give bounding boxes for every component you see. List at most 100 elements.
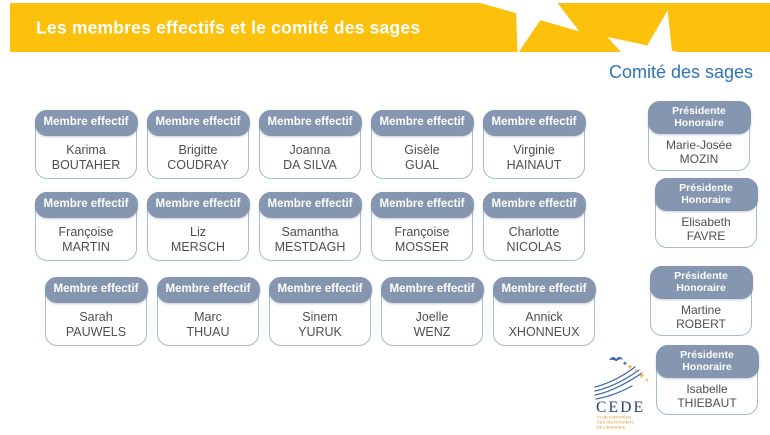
cede-logo: CEDE CLUB EUROPÉEN DES DIÉTÉTICIENS DE L… bbox=[592, 352, 656, 430]
member-badge: Membre effectif bbox=[258, 191, 362, 218]
member-badge: Membre effectif bbox=[492, 276, 596, 303]
comite-des-sages-heading: Comité des sages bbox=[608, 62, 754, 82]
member-last-name: DA SILVA bbox=[283, 158, 337, 172]
member-last-name: MARTIN bbox=[62, 240, 110, 254]
member-badge: Membre effectif bbox=[258, 109, 362, 136]
member-badge: Membre effectif bbox=[34, 109, 138, 136]
member-last-name: WENZ bbox=[413, 325, 451, 339]
member-name: Samantha MESTDAGH bbox=[260, 218, 360, 256]
member-first-name: Liz bbox=[190, 224, 206, 239]
comite-first-name: Isabelle bbox=[686, 381, 728, 396]
comite-badge-line1: Présidente bbox=[672, 104, 726, 117]
member-first-name: Annick bbox=[525, 309, 563, 324]
comite-badge: Présidente Honoraire bbox=[647, 100, 751, 134]
comite-badge-line1: Présidente bbox=[680, 348, 734, 361]
member-name: Françoise MOSSER bbox=[372, 218, 472, 256]
comite-badge-line2: Honoraire bbox=[682, 360, 732, 373]
member-last-name: COUDRAY bbox=[167, 158, 229, 172]
member-name: Joelle WENZ bbox=[382, 303, 482, 341]
member-card: Membre effectif Virginie HAINAUT bbox=[482, 109, 586, 179]
member-card: Membre effectif Samantha MESTDAGH bbox=[258, 191, 362, 261]
comite-last-name: ROBERT bbox=[676, 317, 726, 331]
member-last-name: MESTDAGH bbox=[274, 240, 346, 254]
member-badge: Membre effectif bbox=[482, 191, 586, 218]
member-card: Membre effectif Gisèle GUAL bbox=[370, 109, 474, 179]
comite-badge-line1: Présidente bbox=[674, 269, 728, 282]
comite-badge: Présidente Honoraire bbox=[655, 344, 759, 378]
member-card: Membre effectif Joanna DA SILVA bbox=[258, 109, 362, 179]
member-name: Annick XHONNEUX bbox=[494, 303, 594, 341]
member-card: Membre effectif Joelle WENZ bbox=[380, 276, 484, 346]
member-badge: Membre effectif bbox=[146, 109, 250, 136]
comite-name: Marie-Josée MOZIN bbox=[649, 134, 749, 167]
member-first-name: Joanna bbox=[289, 142, 331, 157]
member-card: Membre effectif Brigitte COUDRAY bbox=[146, 109, 250, 179]
star-icon bbox=[476, 3, 580, 52]
member-card: Membre effectif Charlotte NICOLAS bbox=[482, 191, 586, 261]
member-name: Marc THUAU bbox=[158, 303, 258, 341]
swoosh-lines bbox=[594, 366, 643, 400]
member-badge: Membre effectif bbox=[268, 276, 372, 303]
member-badge: Membre effectif bbox=[370, 109, 474, 136]
member-first-name: Samantha bbox=[281, 224, 339, 239]
member-badge: Membre effectif bbox=[380, 276, 484, 303]
member-card: Membre effectif Françoise MOSSER bbox=[370, 191, 474, 261]
member-badge: Membre effectif bbox=[370, 191, 474, 218]
member-name: Liz MERSCH bbox=[148, 218, 248, 256]
member-first-name: Françoise bbox=[58, 224, 114, 239]
member-card: Membre effectif Liz MERSCH bbox=[146, 191, 250, 261]
member-card: Membre effectif Karima BOUTAHER bbox=[34, 109, 138, 179]
member-name: Karima BOUTAHER bbox=[36, 136, 136, 174]
member-last-name: MOSSER bbox=[394, 240, 450, 254]
comite-badge-line2: Honoraire bbox=[681, 193, 731, 206]
member-last-name: NICOLAS bbox=[506, 240, 562, 254]
member-first-name: Joelle bbox=[415, 309, 449, 324]
member-name: Brigitte COUDRAY bbox=[148, 136, 248, 174]
comite-last-name: THIEBAUT bbox=[677, 396, 737, 410]
member-badge: Membre effectif bbox=[44, 276, 148, 303]
members-row-1: Membre effectif Karima BOUTAHER Membre e… bbox=[34, 109, 586, 179]
member-name: Charlotte NICOLAS bbox=[484, 218, 584, 256]
comite-card: Présidente Honoraire Martine ROBERT bbox=[649, 265, 753, 336]
comite-badge-line1: Présidente bbox=[679, 181, 733, 194]
members-row-3: Membre effectif Sarah PAUWELS Membre eff… bbox=[44, 276, 596, 346]
member-name: Virginie HAINAUT bbox=[484, 136, 584, 174]
member-first-name: Brigitte bbox=[178, 142, 218, 157]
member-name: Sinem YURUK bbox=[270, 303, 370, 341]
comite-badge-line2: Honoraire bbox=[674, 116, 724, 129]
comite-first-name: Martine bbox=[680, 302, 721, 317]
member-card: Membre effectif Sarah PAUWELS bbox=[44, 276, 148, 346]
comite-name: Martine ROBERT bbox=[651, 299, 751, 332]
comite-name: Isabelle THIEBAUT bbox=[657, 378, 757, 411]
member-name: Françoise MARTIN bbox=[36, 218, 136, 256]
cede-tagline-line1: CLUB EUROPÉEN bbox=[597, 415, 631, 420]
member-first-name: Gisèle bbox=[404, 142, 440, 157]
cede-tagline-line2: DES DIÉTÉTICIENS bbox=[597, 420, 634, 425]
comite-last-name: MOZIN bbox=[679, 152, 719, 166]
member-badge: Membre effectif bbox=[146, 191, 250, 218]
member-badge: Membre effectif bbox=[156, 276, 260, 303]
comite-badge: Présidente Honoraire bbox=[649, 265, 753, 299]
member-first-name: Virginie bbox=[513, 142, 555, 157]
member-last-name: HAINAUT bbox=[506, 158, 562, 172]
comite-name: Elisabeth FAVRE bbox=[656, 211, 756, 244]
member-last-name: THUAU bbox=[186, 325, 230, 339]
comite-card: Présidente Honoraire Elisabeth FAVRE bbox=[654, 177, 758, 248]
member-name: Gisèle GUAL bbox=[372, 136, 472, 174]
comite-badge: Présidente Honoraire bbox=[654, 177, 758, 211]
member-card: Membre effectif Annick XHONNEUX bbox=[492, 276, 596, 346]
member-last-name: MERSCH bbox=[170, 240, 226, 254]
sparkle-star-icon bbox=[622, 361, 649, 382]
page-title: Les membres effectifs et le comité des s… bbox=[36, 17, 421, 37]
banner-stars bbox=[476, 3, 712, 52]
member-first-name: Sinem bbox=[302, 309, 338, 324]
star-icon bbox=[607, 10, 712, 52]
members-row-2: Membre effectif Françoise MARTIN Membre … bbox=[34, 191, 586, 261]
member-first-name: Marc bbox=[194, 309, 222, 324]
comite-last-name: FAVRE bbox=[686, 229, 726, 243]
member-first-name: Karima bbox=[66, 142, 106, 157]
member-last-name: BOUTAHER bbox=[51, 158, 121, 172]
member-first-name: Sarah bbox=[79, 309, 113, 324]
comite-card: Présidente Honoraire Marie-Josée MOZIN bbox=[647, 100, 751, 171]
member-card: Membre effectif Sinem YURUK bbox=[268, 276, 372, 346]
